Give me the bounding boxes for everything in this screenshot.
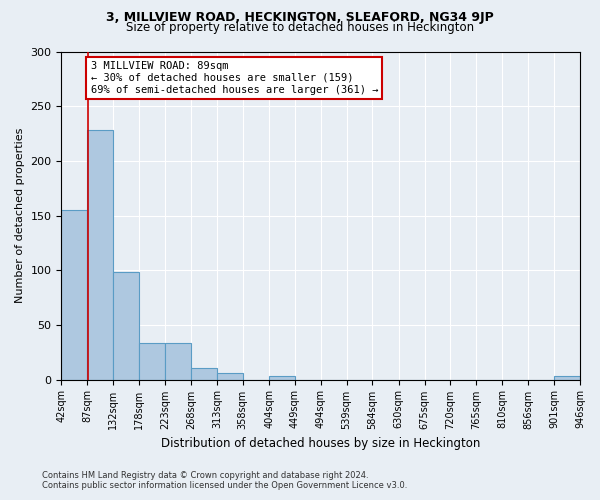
Bar: [554, 376, 580, 380]
Bar: [217, 373, 242, 380]
Y-axis label: Number of detached properties: Number of detached properties: [15, 128, 25, 303]
Bar: [165, 344, 191, 380]
Bar: [87, 130, 113, 380]
Text: Size of property relative to detached houses in Heckington: Size of property relative to detached ho…: [126, 22, 474, 35]
Bar: [269, 376, 295, 380]
Bar: [191, 368, 217, 380]
Bar: [61, 210, 87, 380]
Bar: [113, 272, 139, 380]
Bar: [139, 344, 165, 380]
X-axis label: Distribution of detached houses by size in Heckington: Distribution of detached houses by size …: [161, 437, 481, 450]
Text: 3, MILLVIEW ROAD, HECKINGTON, SLEAFORD, NG34 9JP: 3, MILLVIEW ROAD, HECKINGTON, SLEAFORD, …: [106, 11, 494, 24]
Text: Contains HM Land Registry data © Crown copyright and database right 2024.
Contai: Contains HM Land Registry data © Crown c…: [42, 470, 407, 490]
Text: 3 MILLVIEW ROAD: 89sqm
← 30% of detached houses are smaller (159)
69% of semi-de: 3 MILLVIEW ROAD: 89sqm ← 30% of detached…: [91, 62, 378, 94]
